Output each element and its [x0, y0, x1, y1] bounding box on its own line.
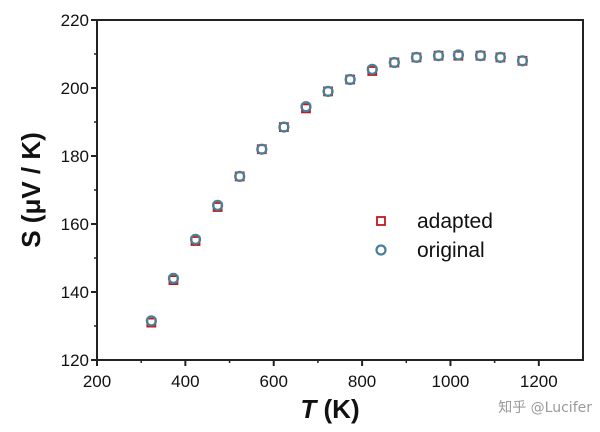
x-tick-label: 400: [171, 372, 199, 391]
original-point: [410, 51, 423, 64]
y-tick-label: 180: [61, 147, 89, 166]
original-point: [234, 170, 246, 182]
original-point: [388, 56, 400, 69]
x-tick-label: 1200: [520, 372, 558, 391]
x-tick-label: 800: [348, 372, 376, 391]
original-point: [167, 272, 180, 284]
original-point: [494, 51, 506, 64]
original-point: [278, 121, 290, 133]
original-point: [189, 233, 202, 245]
original-point: [432, 50, 445, 62]
original-point: [145, 315, 157, 327]
x-tick-label: 200: [83, 372, 111, 391]
y-tick-label: 200: [61, 79, 89, 98]
x-axis-label: T (K): [300, 394, 359, 424]
original-point: [366, 63, 378, 75]
y-axis-label: S (μV / K): [16, 132, 46, 248]
y-axis-ticks: 120 140 160 180 200 220: [61, 11, 97, 370]
data-points: [145, 49, 529, 328]
x-tick-label: 1000: [432, 372, 470, 391]
x-tick-label: 600: [260, 372, 288, 391]
original-point: [322, 85, 334, 98]
original-point: [212, 199, 224, 211]
legend-marker-adapted: [376, 216, 386, 226]
y-tick-label: 140: [61, 283, 89, 302]
x-axis-ticks: 200 400 600 800 1000 1200: [83, 360, 558, 391]
watermark-text: 知乎 @Lucifer: [498, 399, 592, 416]
legend-label-original: original: [417, 239, 485, 262]
plot-border: [96, 19, 584, 361]
legend-marker-original: [375, 244, 387, 256]
original-point: [452, 49, 465, 61]
original-point: [344, 73, 356, 86]
plot-frame: [96, 19, 584, 361]
original-point: [256, 143, 268, 155]
legend: adapted original: [375, 210, 493, 262]
original-point: [300, 101, 312, 113]
legend-label-adapted: adapted: [417, 210, 493, 233]
y-tick-label: 160: [61, 215, 89, 234]
original-point: [474, 50, 487, 62]
y-tick-label: 220: [61, 11, 89, 30]
original-point: [516, 55, 529, 67]
y-tick-label: 120: [61, 351, 89, 370]
